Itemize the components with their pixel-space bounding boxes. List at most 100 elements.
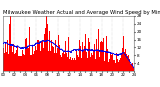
Point xyxy=(84,49,87,50)
Point xyxy=(30,45,33,46)
Point xyxy=(12,45,14,46)
Point xyxy=(97,49,100,51)
Point xyxy=(16,45,19,46)
Point xyxy=(76,49,79,50)
Point xyxy=(75,49,78,51)
Point xyxy=(52,43,55,44)
Point xyxy=(93,50,95,52)
Point xyxy=(47,40,49,41)
Point xyxy=(127,58,129,60)
Point xyxy=(118,54,120,55)
Point xyxy=(54,44,57,46)
Point xyxy=(82,50,84,51)
Point xyxy=(80,50,82,51)
Point xyxy=(78,48,81,50)
Point xyxy=(48,40,50,41)
Point xyxy=(18,47,21,48)
Point xyxy=(74,49,77,50)
Point xyxy=(65,51,68,52)
Point xyxy=(96,49,99,51)
Point xyxy=(71,50,73,51)
Text: Milwaukee Weather Actual and Average Wind Speed by Minute mph (Last 24 Hours): Milwaukee Weather Actual and Average Win… xyxy=(3,10,160,15)
Point xyxy=(131,65,133,66)
Point xyxy=(11,44,13,45)
Point xyxy=(44,40,46,42)
Point xyxy=(27,46,30,47)
Point xyxy=(121,52,124,54)
Point xyxy=(2,43,4,44)
Point xyxy=(32,45,35,46)
Point xyxy=(5,42,8,43)
Point xyxy=(49,41,52,42)
Point xyxy=(130,63,132,64)
Point xyxy=(17,46,20,48)
Point xyxy=(4,42,7,44)
Point xyxy=(36,42,38,44)
Point xyxy=(101,50,104,52)
Point xyxy=(81,50,83,51)
Point xyxy=(57,47,59,48)
Point xyxy=(53,44,56,45)
Point xyxy=(119,53,121,55)
Point xyxy=(116,54,118,55)
Point xyxy=(25,47,28,48)
Point xyxy=(73,49,76,50)
Point xyxy=(40,41,43,42)
Point xyxy=(103,51,105,52)
Point xyxy=(106,51,108,53)
Point xyxy=(60,48,62,50)
Point xyxy=(91,49,93,50)
Point xyxy=(7,44,10,45)
Point xyxy=(24,47,26,48)
Point xyxy=(66,50,69,52)
Point xyxy=(98,50,101,51)
Point xyxy=(117,54,119,56)
Point xyxy=(70,51,72,52)
Point xyxy=(8,44,11,46)
Point xyxy=(63,50,66,52)
Point xyxy=(38,42,41,43)
Point xyxy=(28,45,31,46)
Point xyxy=(29,45,32,46)
Point xyxy=(41,40,44,41)
Point xyxy=(35,43,37,44)
Point xyxy=(95,49,97,51)
Point xyxy=(42,40,45,42)
Point xyxy=(77,48,80,50)
Point xyxy=(22,47,24,48)
Point xyxy=(125,57,128,58)
Point xyxy=(111,52,114,54)
Point xyxy=(64,50,67,52)
Point xyxy=(34,44,36,45)
Point xyxy=(109,52,112,53)
Point xyxy=(83,49,85,50)
Point xyxy=(115,54,117,55)
Point xyxy=(37,43,40,44)
Point xyxy=(45,40,47,41)
Point xyxy=(107,52,109,53)
Point xyxy=(85,48,88,50)
Point xyxy=(10,44,12,46)
Point xyxy=(19,47,22,49)
Point xyxy=(32,44,34,46)
Point xyxy=(123,53,126,55)
Point xyxy=(113,54,116,55)
Point xyxy=(99,50,102,52)
Point xyxy=(86,49,89,50)
Point xyxy=(72,50,74,51)
Point xyxy=(23,46,25,48)
Point xyxy=(50,42,53,43)
Point xyxy=(128,60,130,61)
Point xyxy=(122,52,125,53)
Point xyxy=(20,47,23,48)
Point xyxy=(39,41,42,43)
Point xyxy=(68,51,70,52)
Point xyxy=(26,46,28,48)
Point xyxy=(56,46,58,47)
Point xyxy=(105,51,107,52)
Point xyxy=(69,51,71,52)
Point xyxy=(112,53,115,55)
Point xyxy=(58,47,60,48)
Point xyxy=(100,50,103,51)
Point xyxy=(13,45,15,47)
